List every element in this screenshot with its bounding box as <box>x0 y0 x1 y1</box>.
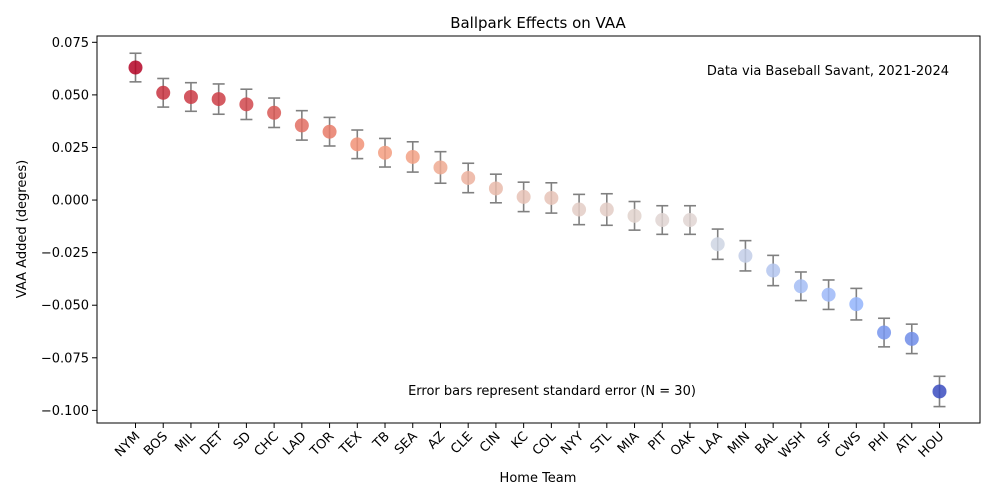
data-point <box>516 189 531 204</box>
x-tick-label: WSH <box>776 429 808 461</box>
data-point <box>877 325 892 340</box>
y-tick-label: −0.025 <box>41 246 89 261</box>
annotation-source: Data via Baseball Savant, 2021-2024 <box>707 64 949 79</box>
y-tick-label: −0.100 <box>41 404 89 419</box>
y-tick-label: −0.075 <box>41 351 89 366</box>
plot-area: −0.100 −0.075 −0.050 −0.025 0.000 0.025 0.050 0… <box>41 36 947 462</box>
data-point <box>350 137 365 152</box>
x-tick-label: TEX <box>336 429 365 458</box>
data-point <box>821 287 836 302</box>
data-point <box>405 149 420 164</box>
y-axis-label: VAA Added (degrees) <box>15 160 30 298</box>
x-tick-label: DET <box>197 429 226 458</box>
y-tick-label: 0.075 <box>52 36 89 51</box>
x-tick-label: CHC <box>252 429 282 459</box>
x-tick-label: TB <box>370 429 393 452</box>
data-point <box>793 279 808 294</box>
data-point <box>710 237 725 252</box>
x-tick-label: MIL <box>172 429 199 456</box>
x-tick-label: PIT <box>646 429 671 454</box>
x-tick-label: MIA <box>615 429 643 457</box>
y-tick-label: 0.050 <box>52 88 89 103</box>
x-tick-label: NYM <box>112 429 143 460</box>
data-point <box>322 124 337 139</box>
x-tick-label: CLE <box>448 429 476 457</box>
x-axis-label: Home Team <box>500 471 577 486</box>
x-tick-label: KC <box>509 429 532 452</box>
x-tick-label: LAA <box>697 429 726 458</box>
data-point <box>239 97 254 112</box>
y-tick-label: 0.025 <box>52 141 89 156</box>
data-point <box>932 384 947 399</box>
data-point <box>627 208 642 223</box>
data-point <box>294 118 309 133</box>
x-tick-label: COL <box>530 429 560 459</box>
x-tick-label: TOR <box>307 429 338 460</box>
data-point <box>655 213 670 228</box>
x-tick-label: OAK <box>668 429 698 459</box>
x-tick-label: ATL <box>893 429 920 456</box>
x-tick-label: MIN <box>725 429 753 457</box>
data-point <box>211 92 226 107</box>
x-tick-label: CIN <box>477 429 504 456</box>
data-point <box>433 160 448 175</box>
data-point <box>572 202 587 217</box>
data-point <box>156 85 171 100</box>
plot-frame <box>96 35 981 424</box>
data-point <box>183 89 198 104</box>
x-tick-label: PHI <box>866 429 892 455</box>
x-tick-label: LAD <box>280 429 309 458</box>
data-point <box>544 190 559 205</box>
x-tick-label: STL <box>587 429 615 457</box>
data-point <box>461 170 476 185</box>
x-tick-label: HOU <box>916 429 947 460</box>
x-tick-label: SEA <box>392 429 421 458</box>
data-point <box>599 202 614 217</box>
annotation-error-note: Error bars represent standard error (N =… <box>408 384 696 399</box>
data-point <box>378 145 393 160</box>
y-tick-label: 0.000 <box>52 194 89 209</box>
data-point <box>738 248 753 263</box>
chart-title: Ballpark Effects on VAA <box>450 14 626 32</box>
x-tick-label: BOS <box>141 429 171 459</box>
x-tick-label: NYY <box>558 429 587 458</box>
x-tick-label: AZ <box>425 429 448 452</box>
data-point <box>128 60 143 75</box>
data-point <box>682 213 697 228</box>
y-tick-label: −0.050 <box>41 299 89 314</box>
data-point <box>849 297 864 312</box>
data-point <box>766 263 781 278</box>
x-tick-label: CWS <box>832 429 864 461</box>
data-point <box>488 181 503 196</box>
data-point <box>904 331 919 346</box>
x-tick-label: SF <box>815 429 837 451</box>
data-point <box>267 105 282 120</box>
